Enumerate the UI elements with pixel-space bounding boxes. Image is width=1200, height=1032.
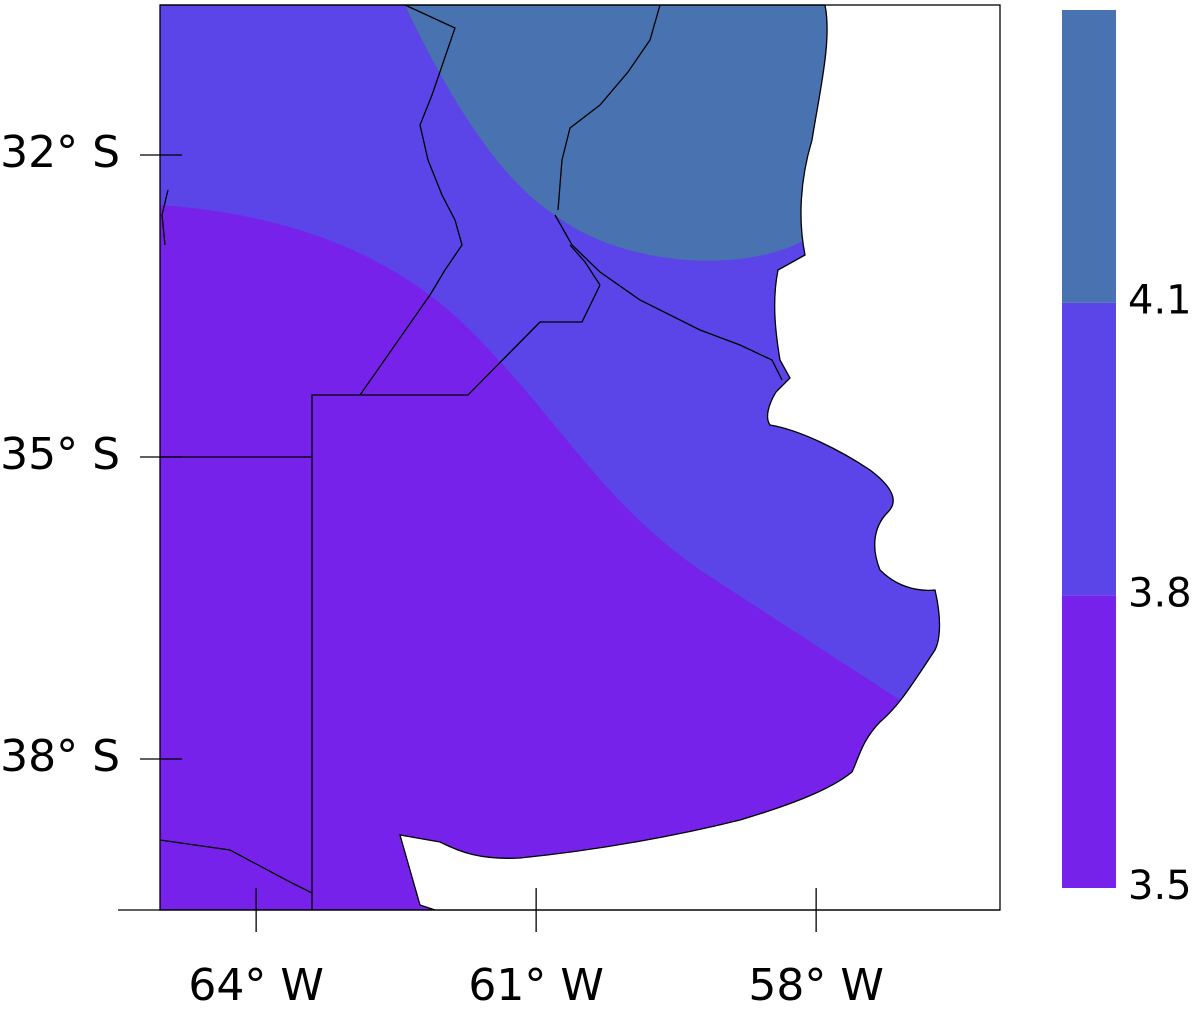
province-border (159, 839, 313, 894)
colorbar: 3.5 3.8 4.1 (1062, 10, 1192, 909)
colorbar-band (1062, 595, 1116, 888)
colorbar-label: 3.8 (1128, 570, 1192, 616)
province-border (161, 189, 169, 246)
y-tick-label: 35° S (0, 429, 120, 480)
province-border (359, 4, 463, 396)
contour-region (405, 5, 830, 261)
province-border (311, 284, 601, 910)
axes: 64° W 61° W 58° W 32° S 35° S 38° S (0, 127, 884, 1011)
river-border (569, 244, 601, 286)
coastline (160, 4, 941, 911)
x-tick-label: 64° W (188, 960, 323, 1011)
x-tick-label: 61° W (468, 960, 603, 1011)
colorbar-band (1062, 302, 1116, 596)
y-tick-label: 38° S (0, 731, 120, 782)
colorbar-label: 4.1 (1128, 278, 1192, 324)
x-tick-label: 58° W (748, 960, 883, 1011)
borders (159, 4, 941, 911)
colorbar-band (1062, 10, 1116, 303)
river-border (557, 4, 661, 211)
y-tick-label: 32° S (0, 127, 120, 178)
river-border (554, 214, 783, 381)
colorbar-label: 3.5 (1128, 863, 1192, 909)
